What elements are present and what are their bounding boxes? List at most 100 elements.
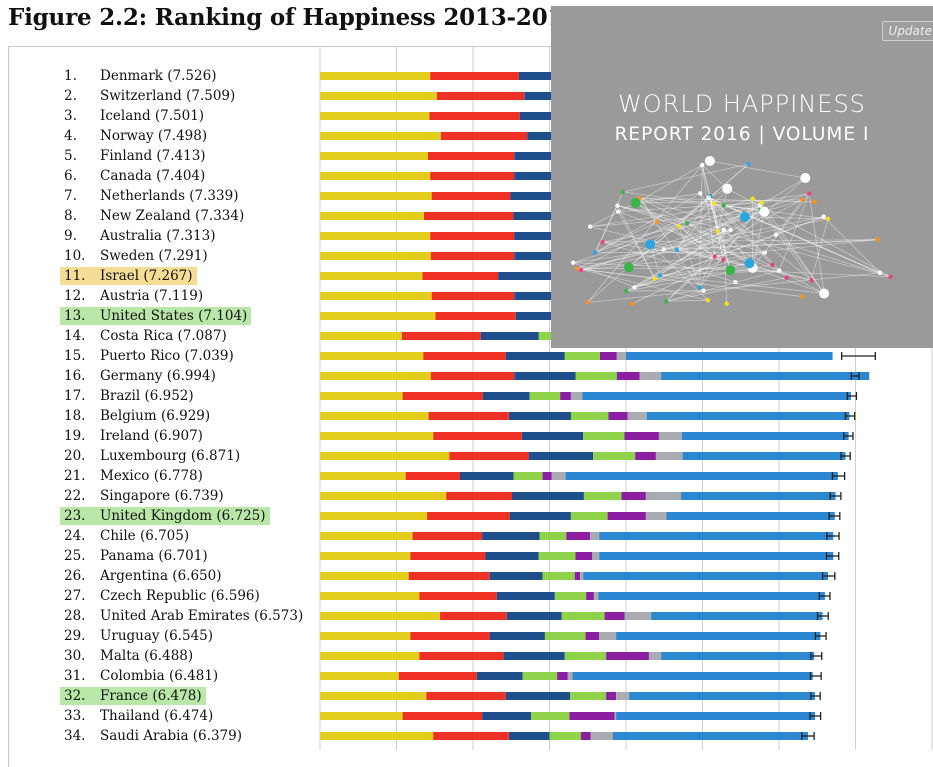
globe-node: [701, 288, 705, 292]
bar-segment-social-support: [410, 632, 490, 640]
globe-node: [675, 248, 679, 252]
bar-segment-social-support: [399, 672, 477, 680]
country-name: Chile (6.705): [100, 528, 189, 544]
country-label: 23.United Kingdom (6.725): [62, 507, 270, 525]
rank-number: 8.: [62, 207, 100, 225]
bar-segment-residual: [599, 532, 833, 540]
bar-segment-social-support: [431, 372, 514, 380]
globe-node: [784, 276, 788, 280]
globe-node: [697, 285, 701, 289]
bar-segment-gdp: [320, 732, 433, 740]
bar-segment-generosity: [605, 612, 625, 620]
country-label: 3.Iceland (7.501): [62, 107, 204, 125]
globe-node: [713, 254, 717, 258]
country-label: 17.Brazil (6.952): [62, 387, 194, 405]
country-label: 10.Sweden (7.291): [62, 247, 208, 265]
globe-node: [571, 261, 575, 265]
globe-node: [624, 262, 634, 272]
rank-number: 18.: [62, 407, 100, 425]
country-label: 29.Uruguay (6.545): [62, 627, 213, 645]
bar-segment-social-support: [406, 472, 460, 480]
bar-segment-life-expectancy: [483, 392, 530, 400]
bar-segment-gdp: [320, 152, 428, 160]
bar-segment-gdp: [320, 352, 423, 360]
country-label: 18.Belgium (6.929): [62, 407, 210, 425]
globe-link: [577, 269, 655, 279]
bar-segment-gdp: [320, 232, 430, 240]
country-label: 9.Australia (7.313): [62, 227, 215, 245]
country-name: United Kingdom (6.725): [98, 507, 270, 525]
country-name: Germany (6.994): [100, 368, 216, 384]
bar-segment-corruption: [628, 412, 647, 420]
country-label: 8.New Zealand (7.334): [62, 207, 244, 225]
bar-segment-social-support: [424, 212, 514, 220]
country-label: 1.Denmark (7.526): [62, 67, 216, 85]
globe-node: [740, 212, 750, 222]
globe-node: [728, 228, 732, 232]
bar-segment-generosity: [569, 712, 614, 720]
bar-segment-social-support: [436, 312, 516, 320]
bar-segment-freedom: [583, 432, 624, 440]
country-name: Panama (6.701): [100, 548, 208, 564]
globe-node: [721, 257, 725, 261]
rank-number: 10.: [62, 247, 100, 265]
bar-segment-social-support: [426, 692, 506, 700]
globe-node: [759, 200, 763, 204]
country-label: 24.Chile (6.705): [62, 527, 189, 545]
rank-number: 27.: [62, 587, 100, 605]
bar-segment-social-support: [428, 152, 514, 160]
bar-segment-generosity: [581, 732, 591, 740]
country-name: Costa Rica (7.087): [100, 328, 227, 344]
globe-node: [759, 207, 769, 217]
country-label: 33.Thailand (6.474): [62, 707, 213, 725]
bar-segment-corruption: [552, 472, 566, 480]
bar-segment-social-support: [403, 392, 483, 400]
rank-number: 32.: [60, 687, 100, 705]
bar-segment-life-expectancy: [512, 492, 584, 500]
globe-node: [624, 289, 628, 293]
country-name: Czech Republic (6.596): [100, 588, 260, 604]
bar-segment-corruption: [646, 492, 681, 500]
bar-segment-residual: [583, 572, 828, 580]
bar-segment-life-expectancy: [509, 732, 550, 740]
globe-node: [712, 201, 716, 205]
globe-node: [662, 247, 666, 251]
bar-segment-gdp: [320, 412, 429, 420]
country-name: Colombia (6.481): [100, 668, 218, 684]
globe-node: [878, 271, 882, 275]
bar-segment-generosity: [606, 652, 649, 660]
bar-segment-residual: [582, 392, 851, 400]
globe-node: [645, 239, 655, 249]
country-label: 5.Finland (7.413): [62, 147, 206, 165]
globe-node: [706, 195, 710, 199]
country-label: 22.Singapore (6.739): [62, 487, 224, 505]
bar-segment-social-support: [430, 232, 514, 240]
bar-segment-residual: [661, 372, 869, 380]
bar-segment-social-support: [410, 552, 485, 560]
rank-number: 15.: [62, 347, 100, 365]
bar-segment-gdp: [320, 472, 406, 480]
globe-link: [636, 165, 703, 203]
bar-segment-corruption: [591, 732, 613, 740]
country-name: Sweden (7.291): [100, 248, 208, 264]
bar-segment-residual: [661, 652, 814, 660]
rank-number: 2.: [62, 87, 100, 105]
bar-segment-gdp: [320, 192, 432, 200]
rank-number: 17.: [62, 387, 100, 405]
bar-segment-generosity: [635, 452, 656, 460]
bar-segment-life-expectancy: [507, 612, 562, 620]
country-label: 34.Saudi Arabia (6.379): [62, 727, 242, 745]
bar-segment-social-support: [437, 92, 524, 100]
bar-segment-corruption: [646, 512, 667, 520]
bar-segment-social-support: [430, 72, 519, 80]
rank-number: 34.: [62, 727, 100, 745]
bar-segment-generosity: [586, 632, 600, 640]
update-button[interactable]: Update: [882, 21, 933, 41]
report-title-line2: REPORT 2016 | VOLUME I: [551, 124, 933, 145]
globe-node: [721, 203, 725, 207]
bar-segment-gdp: [320, 552, 410, 560]
bar-segment-residual: [573, 672, 813, 680]
bar-segment-gdp: [320, 112, 429, 120]
country-label: 30.Malta (6.488): [62, 647, 193, 665]
bar-segment-generosity: [586, 592, 594, 600]
